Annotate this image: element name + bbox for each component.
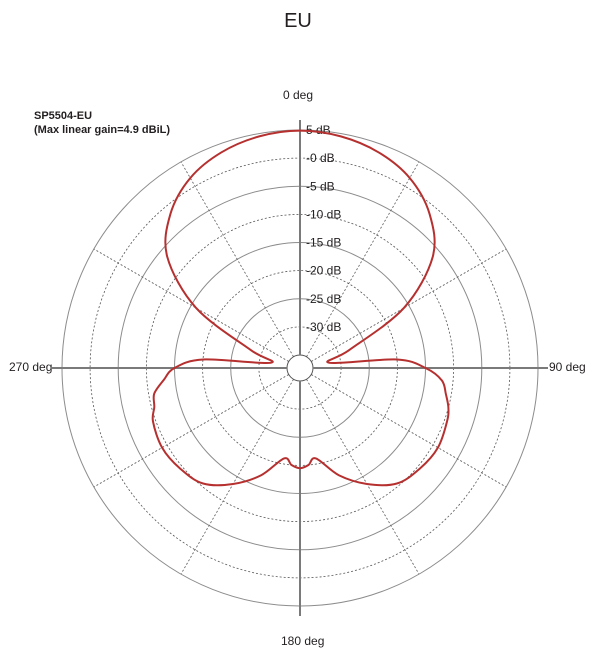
polar-grid xyxy=(52,120,548,616)
radial-tick-label: -10 dB xyxy=(306,207,341,221)
spoke-30deg xyxy=(306,161,420,357)
spoke-240deg xyxy=(93,374,289,488)
angle-label-180: 180 deg xyxy=(281,634,325,648)
radial-tick-label: -0 dB xyxy=(306,151,335,165)
center-circle xyxy=(286,354,314,382)
spoke-60deg xyxy=(311,248,507,362)
angle-label-90: 90 deg xyxy=(549,360,586,374)
radial-tick-label: -5 dB xyxy=(306,179,335,193)
spoke-300deg xyxy=(93,248,289,362)
angle-label-270: 270 deg xyxy=(9,360,53,374)
legend-gain-note: (Max linear gain=4.9 dBiL) xyxy=(34,124,171,136)
radial-tick-label: -20 dB xyxy=(306,264,341,278)
series-layer xyxy=(151,129,450,487)
spoke-210deg xyxy=(180,379,294,575)
radial-tick-label: -30 dB xyxy=(306,320,341,334)
radial-tick-labels: 5 dB-0 dB-5 dB-10 dB-15 dB-20 dB-25 dB-3… xyxy=(306,123,341,334)
spoke-330deg xyxy=(180,161,294,357)
spoke-150deg xyxy=(306,379,420,575)
series-line-0 xyxy=(151,129,450,487)
radial-tick-label: -25 dB xyxy=(306,292,341,306)
legend: SP5504-EU (Max linear gain=4.9 dBiL) xyxy=(34,109,170,137)
legend-series-name: SP5504-EU xyxy=(34,110,93,122)
angle-label-0: 0 deg xyxy=(283,88,314,102)
chart-title: EU xyxy=(284,10,312,32)
radial-tick-label: -15 dB xyxy=(306,236,341,250)
spoke-120deg xyxy=(311,374,507,488)
